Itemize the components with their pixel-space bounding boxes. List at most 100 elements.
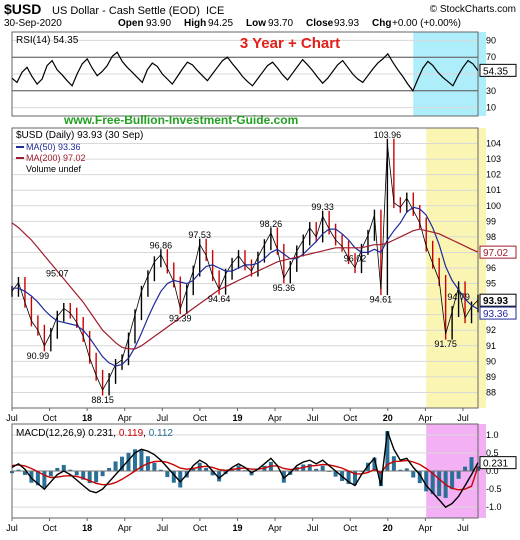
open-label: Open: [118, 18, 144, 29]
price-annotation: 90.99: [27, 351, 50, 361]
close-tag-label: 93.93: [483, 296, 508, 307]
x-tick-label: Apr: [268, 413, 282, 423]
open-value: 93.90: [146, 18, 171, 29]
macd-histogram-bar: [74, 471, 79, 476]
macd-histogram-bar: [463, 466, 468, 471]
x-tick-label: Jul: [307, 413, 319, 423]
macd-histogram-bar: [87, 471, 92, 484]
macd-histogram-bar: [55, 467, 60, 471]
price-annotation: 94.64: [208, 294, 231, 304]
y-tick-label: 104: [486, 139, 501, 149]
macd-histogram-bar: [165, 471, 170, 478]
macd-histogram-bar: [139, 450, 144, 471]
macd-histogram-bar: [81, 471, 86, 480]
x-tick-label: Apr: [268, 523, 282, 533]
macd-histogram-bar: [68, 469, 73, 471]
macd-histogram-bar: [35, 471, 40, 486]
volume-legend: Volume undef: [26, 164, 82, 174]
x-tick-label: Jul: [157, 413, 169, 423]
macd-histogram-bar: [456, 471, 461, 479]
x-tick-label: Apr: [118, 413, 132, 423]
website-label: www.Free-Bullion-Investment-Guide.com: [63, 113, 298, 127]
y-tick-label: 92: [486, 325, 496, 335]
macd-histogram-bar: [333, 471, 338, 477]
ma200-tag-label: 97.02: [483, 248, 508, 259]
x-tick-label: 18: [82, 523, 92, 533]
panel-border: [11, 127, 479, 409]
header-symbol: $USD: [4, 1, 41, 17]
macd-panel: 1.0 0.5 0.0 -0.5 -1.0 MACD(12,26,9) 0.231, 0.…: [6, 423, 517, 533]
y-tick-label: 96: [486, 263, 496, 273]
ma200-line: [11, 222, 479, 350]
chart-label: 3 Year + Chart: [240, 35, 340, 52]
low-label: Low: [246, 18, 266, 29]
ma50-legend: MA(50) 93.36: [26, 142, 81, 152]
macd-histogram-bar: [178, 471, 183, 488]
x-tick-label: Jul: [6, 413, 18, 423]
price-legend: $USD (Daily) 93.93 (30 Sep): [16, 130, 143, 141]
y-tick-label: 1.0: [486, 430, 499, 440]
x-tick-label: 20: [383, 413, 393, 423]
ma50-line: [12, 206, 479, 367]
macd-histogram-bar: [378, 471, 383, 487]
macd-histogram-bar: [10, 471, 14, 474]
x-tick-label: Oct: [193, 413, 208, 423]
ma200-legend: MA(200) 97.02: [26, 153, 86, 163]
rsi-legend: RSI(14) 54.35: [16, 35, 79, 46]
close-tag: [479, 293, 517, 307]
y-tick-label: 30: [486, 86, 496, 96]
macd-histogram-bar: [424, 471, 429, 492]
macd-histogram-bar: [437, 471, 442, 497]
ma200-tag: [479, 245, 517, 259]
high-value: 94.25: [208, 18, 233, 29]
macd-histogram-bar: [469, 457, 474, 471]
macd-histogram-bar: [16, 469, 21, 471]
x-tick-label: Apr: [118, 523, 132, 533]
macd-histogram-bar: [191, 467, 196, 471]
price-annotation: 88.15: [91, 395, 114, 405]
price-annotation: 96.02: [344, 254, 367, 264]
panel-border: [11, 31, 479, 117]
rsi-line: [11, 51, 479, 92]
price-annotation: 95.07: [46, 268, 69, 278]
y-tick-label: 100: [486, 201, 501, 211]
header-exchange: ICE: [206, 5, 224, 17]
x-tick-label: Apr: [418, 413, 432, 423]
macd-histogram-bar: [398, 469, 403, 471]
x-tick-label: Jul: [307, 523, 319, 533]
y-tick-label: 89: [486, 372, 496, 382]
y-tick-label: 95: [486, 279, 496, 289]
macd-value-tag-label: 0.231: [483, 459, 508, 470]
ma50-tag: [479, 306, 517, 320]
macd-histogram-bar: [404, 468, 409, 471]
y-tick-label: 70: [486, 52, 496, 62]
rsi-value-tag: [479, 63, 517, 77]
macd-histogram-bar: [29, 471, 34, 483]
close-value: 93.93: [334, 18, 359, 29]
x-tick-label: Oct: [193, 523, 208, 533]
macd-histogram-bar: [450, 471, 455, 490]
macd-histogram-bar: [61, 464, 66, 471]
x-tick-label: Jul: [157, 523, 169, 533]
high-label: High: [184, 18, 206, 29]
close-label: Close: [306, 18, 334, 29]
macd-histogram-bar: [48, 471, 53, 477]
price-annotation: 103.96: [374, 130, 402, 140]
macd-histogram-bar: [385, 431, 390, 471]
macd-histogram-bar: [353, 471, 358, 485]
macd-legend: MACD(12,26,9) 0.231, 0.119, 0.112: [16, 428, 173, 439]
y-tick-label: 90: [486, 35, 496, 45]
macd-histogram-bar: [152, 462, 157, 471]
change-label: Chg: [372, 18, 391, 29]
macd-histogram-bar: [372, 457, 377, 471]
x-tick-label: Jul: [6, 523, 18, 533]
macd-histogram-bar: [100, 471, 105, 477]
macd-histogram-bar: [417, 471, 422, 484]
price-annotation: 94.61: [370, 295, 393, 305]
price-annotation: 97.53: [188, 230, 211, 240]
y-tick-label: 91: [486, 341, 496, 351]
x-tick-label: 19: [232, 413, 242, 423]
macd-histogram-bar: [126, 452, 131, 471]
y-tick-label: 0.0: [486, 466, 499, 476]
